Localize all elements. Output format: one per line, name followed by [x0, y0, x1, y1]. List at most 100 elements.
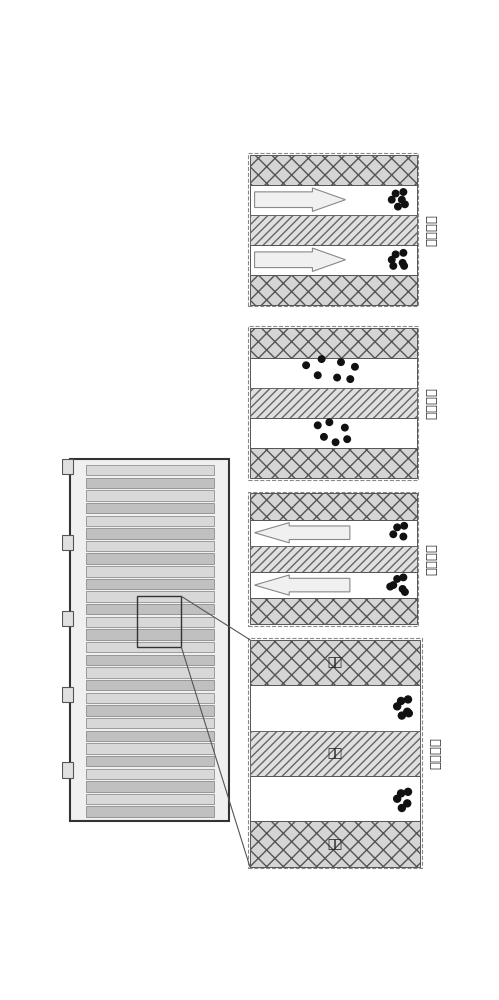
- Bar: [86, 667, 214, 678]
- Bar: [250, 358, 417, 388]
- Circle shape: [394, 524, 400, 531]
- Text: 极板: 极板: [328, 838, 343, 851]
- Circle shape: [404, 800, 411, 807]
- Bar: [86, 553, 214, 564]
- Circle shape: [399, 196, 405, 203]
- Bar: [86, 490, 214, 501]
- Circle shape: [394, 703, 401, 710]
- Bar: [137, 596, 181, 647]
- Bar: [62, 611, 73, 626]
- Bar: [86, 705, 214, 716]
- Bar: [86, 503, 214, 513]
- Bar: [250, 598, 417, 624]
- FancyArrow shape: [254, 248, 345, 271]
- Bar: [62, 535, 73, 550]
- Bar: [86, 642, 214, 652]
- FancyArrow shape: [254, 575, 350, 595]
- Circle shape: [404, 708, 411, 715]
- Circle shape: [332, 439, 339, 445]
- Bar: [250, 685, 421, 731]
- Bar: [86, 781, 214, 792]
- Bar: [86, 591, 214, 602]
- Bar: [250, 493, 417, 520]
- Circle shape: [352, 364, 358, 370]
- Circle shape: [390, 263, 397, 269]
- Bar: [250, 155, 417, 185]
- Bar: [86, 528, 214, 539]
- Circle shape: [401, 523, 407, 529]
- Bar: [86, 465, 214, 475]
- Bar: [250, 776, 421, 821]
- Bar: [250, 215, 417, 245]
- Bar: [250, 546, 417, 572]
- Bar: [86, 516, 214, 526]
- Circle shape: [347, 376, 354, 382]
- Bar: [86, 629, 214, 640]
- Bar: [86, 806, 214, 817]
- Circle shape: [399, 260, 406, 266]
- Text: ＜充电＞: ＜充电＞: [426, 543, 439, 575]
- Bar: [62, 762, 73, 778]
- Bar: [250, 731, 421, 776]
- Bar: [86, 756, 214, 766]
- Bar: [86, 680, 214, 690]
- Bar: [86, 617, 214, 627]
- Circle shape: [399, 586, 406, 592]
- Bar: [250, 821, 421, 867]
- Circle shape: [394, 795, 401, 802]
- Circle shape: [389, 196, 395, 203]
- Circle shape: [342, 424, 348, 431]
- Bar: [250, 388, 417, 418]
- Text: 极板: 极板: [328, 747, 343, 760]
- Bar: [86, 579, 214, 589]
- Circle shape: [402, 201, 408, 208]
- Bar: [250, 418, 417, 448]
- Circle shape: [314, 422, 321, 429]
- Circle shape: [401, 263, 407, 269]
- Circle shape: [405, 696, 412, 703]
- Circle shape: [398, 790, 405, 797]
- Circle shape: [398, 712, 405, 719]
- Circle shape: [400, 574, 407, 581]
- Circle shape: [392, 251, 399, 258]
- Bar: [86, 693, 214, 703]
- Text: ＜放电＞: ＜放电＞: [426, 387, 439, 419]
- Bar: [62, 687, 73, 702]
- Text: ＜放电＞: ＜放电＞: [430, 737, 443, 769]
- Circle shape: [394, 576, 400, 582]
- Bar: [250, 448, 417, 478]
- Circle shape: [338, 359, 344, 365]
- Bar: [86, 769, 214, 779]
- Circle shape: [321, 434, 327, 440]
- Circle shape: [390, 582, 397, 588]
- Bar: [250, 275, 417, 305]
- Bar: [86, 478, 214, 488]
- Bar: [86, 604, 214, 614]
- Bar: [249, 326, 418, 480]
- Bar: [62, 459, 73, 474]
- Circle shape: [387, 583, 393, 590]
- Bar: [86, 566, 214, 576]
- Circle shape: [400, 533, 407, 540]
- Circle shape: [314, 372, 321, 378]
- Bar: [250, 572, 417, 598]
- Text: 极板: 极板: [328, 656, 343, 669]
- Circle shape: [395, 203, 401, 210]
- Bar: [86, 541, 214, 551]
- Circle shape: [400, 250, 407, 256]
- Bar: [250, 245, 417, 275]
- Circle shape: [318, 356, 325, 362]
- Circle shape: [392, 190, 399, 197]
- Bar: [70, 459, 229, 821]
- Circle shape: [389, 257, 395, 263]
- Circle shape: [405, 710, 412, 717]
- Circle shape: [303, 362, 309, 368]
- Bar: [86, 731, 214, 741]
- Bar: [250, 520, 417, 546]
- Bar: [86, 794, 214, 804]
- Bar: [86, 743, 214, 754]
- Bar: [250, 328, 417, 358]
- Circle shape: [405, 788, 412, 795]
- Bar: [86, 718, 214, 728]
- FancyArrow shape: [254, 523, 350, 543]
